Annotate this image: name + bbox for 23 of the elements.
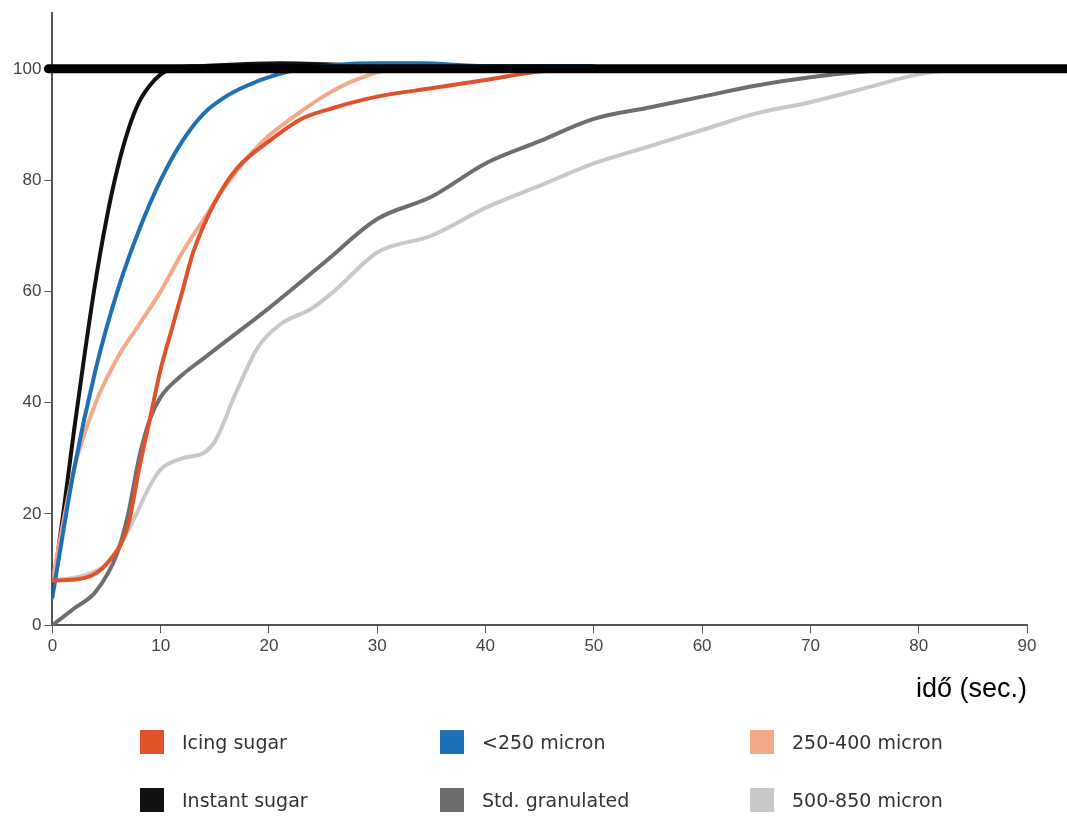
x-tick-label: 0	[47, 636, 58, 656]
x-tick-label: 20	[259, 636, 279, 656]
x-tick-label: 70	[800, 636, 820, 656]
y-tick-label: 0	[31, 614, 42, 634]
x-tick-label: 40	[476, 636, 495, 656]
legend-label: Instant sugar	[182, 789, 308, 811]
legend-label: 500-850 micron	[792, 789, 943, 811]
y-tick-label: 60	[22, 281, 42, 301]
x-tick-label: 80	[909, 636, 929, 656]
x-tick-label: 60	[692, 636, 712, 656]
y-tick-label: 40	[22, 392, 42, 412]
x-tick-label: 10	[151, 636, 171, 656]
legend-label: Std. granulated	[482, 789, 630, 811]
y-tick-label: 100	[12, 58, 42, 78]
x-axis-title: idő (sec.)	[915, 673, 1027, 704]
y-tick-label: 20	[22, 503, 42, 523]
y-tick-label: 80	[22, 169, 42, 189]
x-tick-label: 90	[1017, 636, 1037, 656]
legend-label: <250 micron	[482, 731, 606, 753]
x-tick-label: 30	[367, 636, 387, 656]
legend-label: 250-400 micron	[792, 731, 943, 753]
legend-label: Icing sugar	[182, 731, 287, 753]
x-tick-label: 50	[584, 636, 604, 656]
